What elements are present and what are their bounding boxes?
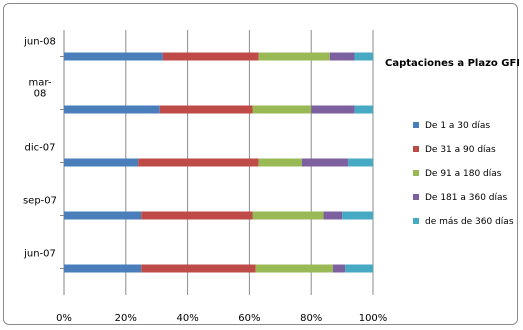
- bar-segment: [141, 264, 256, 273]
- bar-segment: [329, 52, 355, 61]
- bar-segment: [64, 105, 160, 114]
- x-tick-label: 60%: [238, 313, 260, 324]
- bar-segment: [301, 158, 349, 167]
- bar-segment: [252, 105, 312, 114]
- legend-swatch: [413, 122, 419, 128]
- bar-segment: [138, 158, 259, 167]
- chart-title: Captaciones a Plazo GFB: [385, 58, 519, 69]
- bar-segment: [64, 211, 142, 220]
- chart-svg: jun-07 sep-07 dic-07 mar-08 jun-08 0% 20% 40% 6…: [23, 30, 523, 324]
- bar-segment: [64, 264, 142, 273]
- legend-swatch: [413, 170, 419, 176]
- category-label: sep-07: [23, 196, 57, 207]
- bar-segment: [348, 158, 373, 167]
- legend-label: De 31 a 90 días: [425, 145, 496, 155]
- legend-swatch: [413, 194, 419, 200]
- bar-segment: [141, 211, 253, 220]
- category-label: mar-08: [29, 78, 52, 100]
- bar-segment: [332, 264, 346, 273]
- bar-segment: [258, 158, 302, 167]
- bar-segment: [342, 211, 373, 220]
- bar-segment: [354, 52, 373, 61]
- x-tick-label: 20%: [115, 313, 137, 324]
- bar-segment: [64, 52, 163, 61]
- category-label: dic-07: [25, 143, 56, 154]
- x-tick-label: 40%: [176, 313, 198, 324]
- category-label: jun-07: [23, 249, 56, 260]
- bar-segment: [258, 52, 330, 61]
- bar-segment: [345, 264, 373, 273]
- legend-item: De 1 a 30 días: [413, 121, 490, 131]
- bar-segment: [159, 105, 253, 114]
- legend-swatch: [413, 146, 419, 152]
- category-label: jun-08: [23, 37, 56, 48]
- bar-segment: [162, 52, 259, 61]
- bar-segment: [311, 105, 355, 114]
- bars: [64, 52, 373, 273]
- legend-item: De 91 a 180 días: [413, 169, 502, 179]
- legend-label: De 1 a 30 días: [425, 121, 490, 131]
- bar-segment: [64, 158, 139, 167]
- legend-label: De 181 a 360 días: [425, 193, 508, 203]
- category-labels: jun-07 sep-07 dic-07 mar-08 jun-08: [23, 37, 64, 269]
- legend-label: de más de 360 días: [425, 217, 514, 227]
- chart-frame: jun-07 sep-07 dic-07 mar-08 jun-08 0% 20% 40% 6…: [3, 3, 523, 325]
- bar-segment: [354, 105, 373, 114]
- x-tick-label: 80%: [300, 313, 322, 324]
- bar-segment: [252, 211, 324, 220]
- bar-segment: [323, 211, 343, 220]
- legend: De 1 a 30 días De 31 a 90 días De 91 a 180…: [413, 121, 514, 227]
- x-tick-label: 0%: [56, 313, 72, 324]
- x-tick-label: 100%: [359, 313, 388, 324]
- legend-item: De 31 a 90 días: [413, 145, 496, 155]
- legend-swatch: [413, 218, 419, 224]
- legend-item: de más de 360 días: [413, 217, 514, 227]
- x-tick-labels: 0% 20% 40% 60% 80% 100%: [56, 313, 387, 324]
- legend-label: De 91 a 180 días: [425, 169, 502, 179]
- legend-item: De 181 a 360 días: [413, 193, 508, 203]
- bar-segment: [255, 264, 333, 273]
